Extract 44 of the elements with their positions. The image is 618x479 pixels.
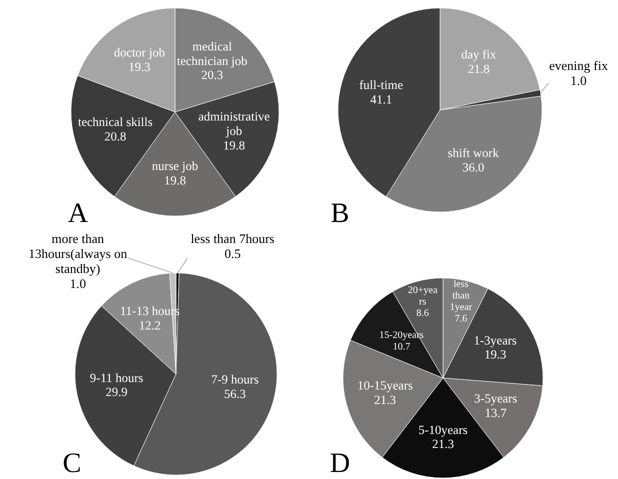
slice-label: 5-10years (418, 422, 468, 437)
slice-label: shift work (448, 146, 500, 160)
text: B (330, 198, 350, 229)
slice-label: 9-11 hours (90, 370, 144, 385)
text: A (68, 198, 89, 229)
data-label: 19.8 (164, 173, 186, 188)
data-label: 7.6 (454, 314, 468, 325)
data-label: 19.3 (128, 60, 150, 74)
data-label: 21.3 (374, 392, 396, 407)
slice-label: day fix (461, 47, 498, 62)
data-label: 21.8 (468, 62, 490, 76)
slice-label: less than 7hours (190, 231, 274, 246)
data-label: 10.7 (392, 342, 410, 353)
data-label: 1.0 (570, 72, 587, 88)
slice-label: 7-9 hours (211, 372, 259, 387)
data-label: 20.8 (104, 129, 126, 144)
text: C (62, 448, 82, 479)
slice-label: technical skills (78, 114, 153, 129)
slice-label: 1-3years (474, 333, 517, 348)
slice-label: evening fix (549, 58, 608, 73)
data-label: 19.3 (484, 348, 506, 362)
slice-label: less than 1year (450, 279, 473, 314)
data-label: 56.3 (224, 386, 246, 401)
text: D (330, 448, 350, 479)
data-label: 0.5 (224, 246, 241, 262)
data-label: 21.3 (432, 437, 454, 452)
slice-label: doctor job (114, 45, 165, 60)
slice-label: 3-5years (474, 391, 518, 406)
data-label: 36.0 (462, 160, 484, 174)
data-label: 8.6 (416, 308, 429, 320)
data-label: 13.7 (484, 406, 507, 420)
slice-label: 20+years (408, 285, 438, 308)
slice-label: more than 13hours(always on standby) (28, 231, 128, 276)
slice-label: 10-15years (357, 378, 413, 392)
data-label: 19.8 (223, 138, 246, 152)
slice-label: administrative job (198, 110, 270, 138)
slice-label: nurse job (152, 159, 198, 174)
data-label: 29.9 (106, 385, 128, 400)
slice-label: full-time (359, 78, 404, 92)
data-label: 12.2 (138, 318, 161, 332)
data-label: 20.3 (201, 68, 224, 82)
slice-label: medical technician job (176, 39, 248, 68)
data-label: 41.1 (370, 92, 392, 106)
data-label: 1.0 (70, 276, 86, 292)
